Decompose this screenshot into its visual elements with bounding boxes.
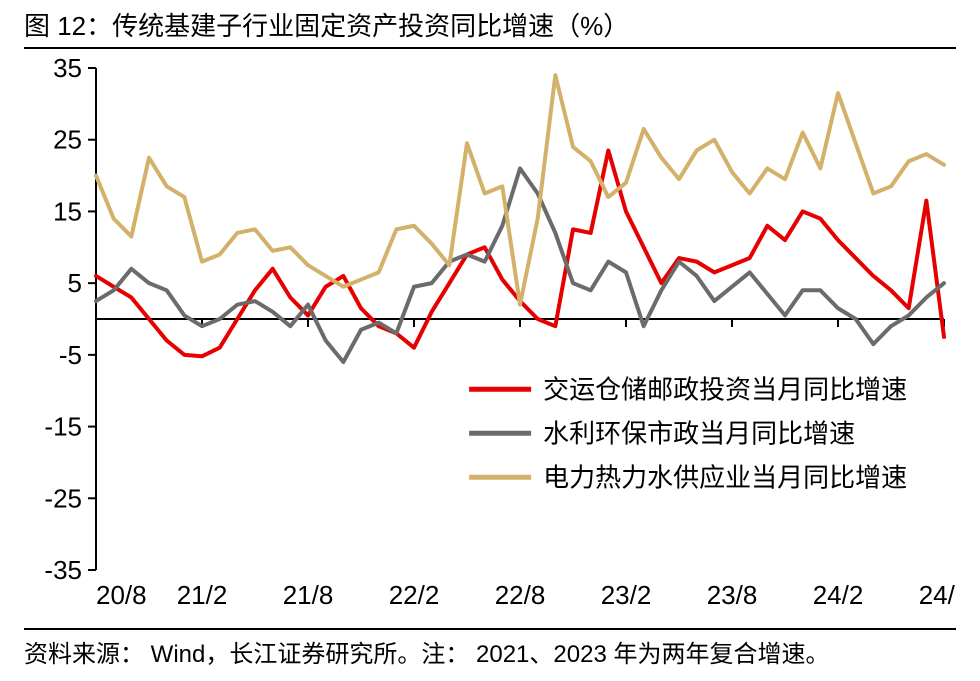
chart-area: -35 -25 -15 -5 5 15 25 35 20/8 21/2 21/8 22/2 22/8 23… bbox=[24, 56, 956, 616]
chart-title: 图 12：传统基建子行业固定资产投资同比增速（%） bbox=[24, 6, 956, 49]
legend-label: 水利环保市政当月同比增速 bbox=[543, 418, 855, 448]
y-tick-label: 25 bbox=[53, 125, 82, 155]
y-tick-label: -15 bbox=[44, 412, 82, 442]
x-tick-label: 22/8 bbox=[495, 580, 546, 610]
x-tick-label: 20/8 bbox=[96, 580, 147, 610]
chart-footer: 资料来源： Wind，长江证券研究所。注： 2021、2023 年为两年复合增速… bbox=[24, 628, 956, 669]
x-tick-label: 21/8 bbox=[283, 580, 334, 610]
x-tick-label: 23/2 bbox=[601, 580, 652, 610]
line-chart: -35 -25 -15 -5 5 15 25 35 20/8 21/2 21/8 22/2 22/8 23… bbox=[24, 56, 956, 616]
x-tick-label: 24/2 bbox=[813, 580, 864, 610]
y-tick-label: -5 bbox=[59, 340, 82, 370]
y-tick-label: -35 bbox=[44, 555, 82, 585]
x-tick-label: 24/8 bbox=[919, 580, 956, 610]
y-tick-label: 15 bbox=[53, 196, 82, 226]
y-tick-label: 5 bbox=[68, 268, 82, 298]
legend-label: 交运仓储邮政投资当月同比增速 bbox=[543, 374, 907, 404]
y-tick-label: -25 bbox=[44, 483, 82, 513]
x-tick-label: 21/2 bbox=[177, 580, 228, 610]
legend-label: 电力热力水供应业当月同比增速 bbox=[543, 462, 907, 492]
y-tick-label: 35 bbox=[53, 56, 82, 83]
x-tick-label: 22/2 bbox=[389, 580, 440, 610]
x-tick-label: 23/8 bbox=[707, 580, 758, 610]
